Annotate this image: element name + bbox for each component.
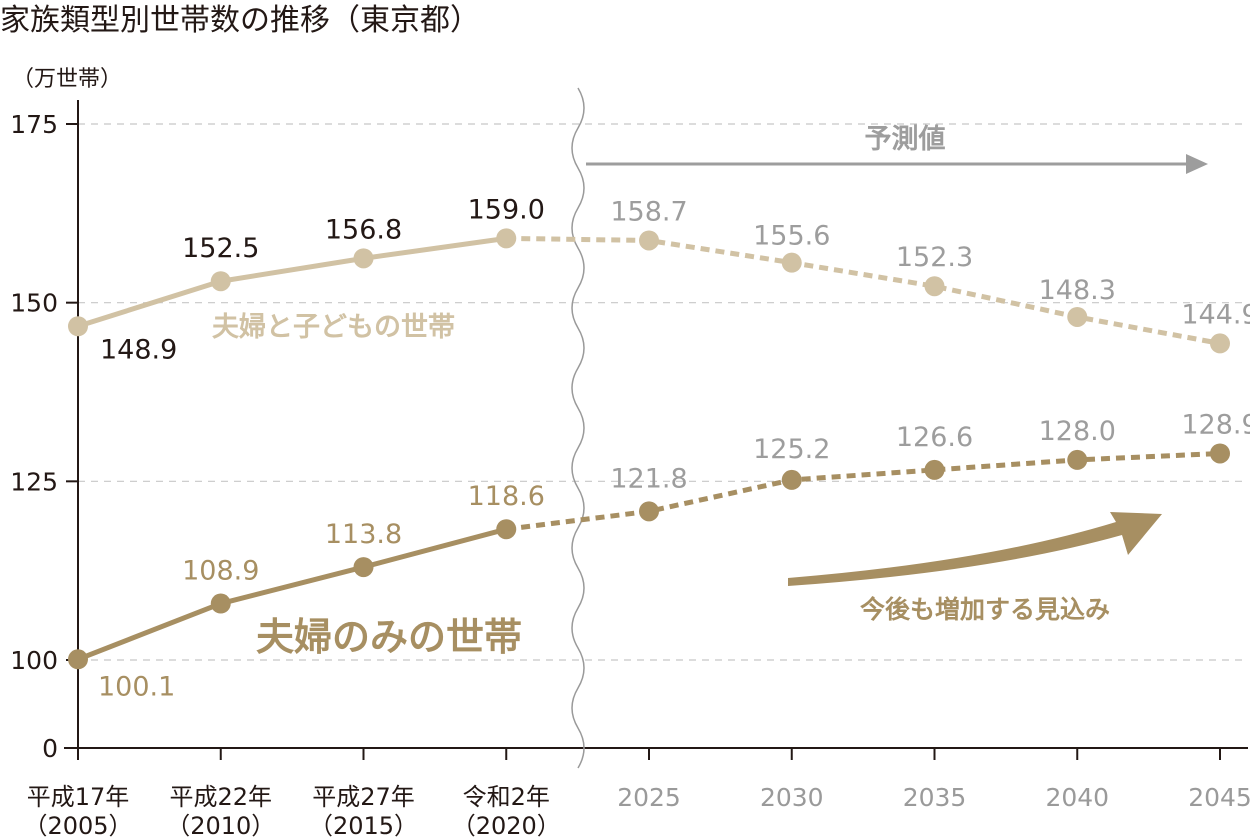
- x-tick-sublabel-3: （2020）: [452, 812, 561, 840]
- y-tick-label-100: 100: [10, 646, 58, 675]
- series-0-data-label-6: 152.3: [896, 242, 973, 273]
- x-tick-label-1: 平成22年: [169, 783, 272, 811]
- series-1-point-6: [924, 459, 945, 480]
- forecast-label: 予測値: [865, 124, 946, 155]
- series-1-data-label-7: 128.0: [1039, 416, 1116, 447]
- chart-title: 家族類型別世帯数の推移（東京都）: [0, 3, 480, 38]
- series-0-data-label-7: 148.3: [1039, 275, 1116, 306]
- series-0-data-label-2: 156.8: [325, 214, 402, 245]
- series-1-point-5: [781, 469, 802, 490]
- series-0-data-label-0: 148.9: [100, 334, 177, 365]
- series-1-point-7: [1067, 449, 1088, 470]
- x-tick-sublabel-0: （2005）: [23, 812, 132, 840]
- series-0-data-label-3: 159.0: [468, 194, 545, 225]
- series-1-data-label-3: 118.6: [468, 481, 545, 512]
- series-0-point-5: [781, 252, 802, 273]
- series-0-point-1: [210, 271, 231, 292]
- y-tick-label-150: 150: [10, 289, 58, 318]
- series-0-forecast-line: [506, 235, 1221, 346]
- series-1-point-3: [496, 519, 517, 540]
- series-1: 100.1 108.9 113.8 118.6 121.8 125.2 126.6 128.0…: [68, 409, 1250, 702]
- y-tick-labels: 0 100 125 150 175: [10, 110, 58, 763]
- series-1-data-label-5: 125.2: [753, 434, 830, 465]
- series-0-point-8: [1210, 333, 1230, 354]
- series-0-actual-line: [77, 235, 507, 329]
- series-0-point-0: [68, 316, 88, 337]
- x-tick-labels: 平成17年（2005） 平成22年（2010） 平成27年（2015） 令和2年（20…: [23, 783, 1250, 840]
- series-1-data-label-8: 128.9: [1181, 409, 1250, 440]
- series-0: 148.9 152.5 156.8 159.0 158.7 155.6 152.3 148.3…: [68, 194, 1250, 365]
- series-1-data-label-6: 126.6: [896, 422, 973, 453]
- series-1-point-4: [639, 501, 659, 522]
- y-tick-label-125: 125: [10, 467, 58, 496]
- series-0-point-7: [1067, 306, 1088, 327]
- y-tick-label-175: 175: [10, 110, 58, 139]
- series-0-data-label-8: 144.9: [1181, 299, 1250, 330]
- series-1-actual-line: [77, 526, 507, 662]
- y-tick-label-0: 0: [42, 734, 58, 763]
- x-tick-label-6: 2035: [903, 783, 967, 812]
- grid-lines: [78, 123, 1248, 661]
- x-tick-label-4: 2025: [617, 783, 681, 812]
- forecast-arrow-head: [1186, 154, 1208, 174]
- x-tick-label-8: 2045: [1188, 783, 1250, 812]
- series-0-point-3: [496, 228, 517, 249]
- x-tick-sublabel-1: （2010）: [166, 812, 275, 840]
- x-tick-label-7: 2040: [1045, 783, 1109, 812]
- series-1-point-8: [1210, 443, 1230, 464]
- series-0-point-2: [353, 248, 374, 269]
- series-1-point-0: [68, 649, 88, 670]
- forecast-divider: [571, 87, 585, 769]
- series-1-data-label-4: 121.8: [610, 463, 687, 494]
- trend-arrow: [788, 512, 1162, 586]
- x-tick-label-2: 平成27年: [312, 783, 415, 811]
- trend-indicator: 今後も増加する見込み: [788, 512, 1162, 624]
- series-0-point-4: [639, 230, 659, 251]
- series-1-data-label-1: 108.9: [182, 556, 259, 587]
- series-1-point-2: [353, 557, 374, 578]
- series-0-data-label-1: 152.5: [182, 233, 259, 264]
- series-1-data-label-2: 113.8: [325, 519, 402, 550]
- x-tick-label-3: 令和2年: [463, 783, 550, 811]
- series-name-couple-only: 夫婦のみの世帯: [256, 615, 522, 659]
- forecast-indicator: 予測値: [586, 124, 1208, 174]
- series-1-data-label-0: 100.1: [98, 671, 175, 702]
- series-1-point-1: [210, 593, 231, 614]
- series-layer: 148.9 152.5 156.8 159.0 158.7 155.6 152.3 148.3…: [68, 194, 1250, 702]
- series-1-forecast-line: [505, 450, 1221, 532]
- trend-label: 今後も増加する見込み: [860, 595, 1110, 624]
- series-0-point-6: [924, 276, 945, 297]
- x-tick-label-5: 2030: [760, 783, 824, 812]
- series-0-data-label-5: 155.6: [753, 221, 830, 252]
- x-tick-label-0: 平成17年: [27, 783, 130, 811]
- axes: [64, 100, 1248, 760]
- y-unit-label: （万世帯）: [12, 67, 122, 92]
- series-0-data-label-4: 158.7: [610, 196, 687, 227]
- x-tick-sublabel-2: （2015）: [309, 812, 418, 840]
- series-name-family-with-children: 夫婦と子どもの世帯: [212, 311, 455, 343]
